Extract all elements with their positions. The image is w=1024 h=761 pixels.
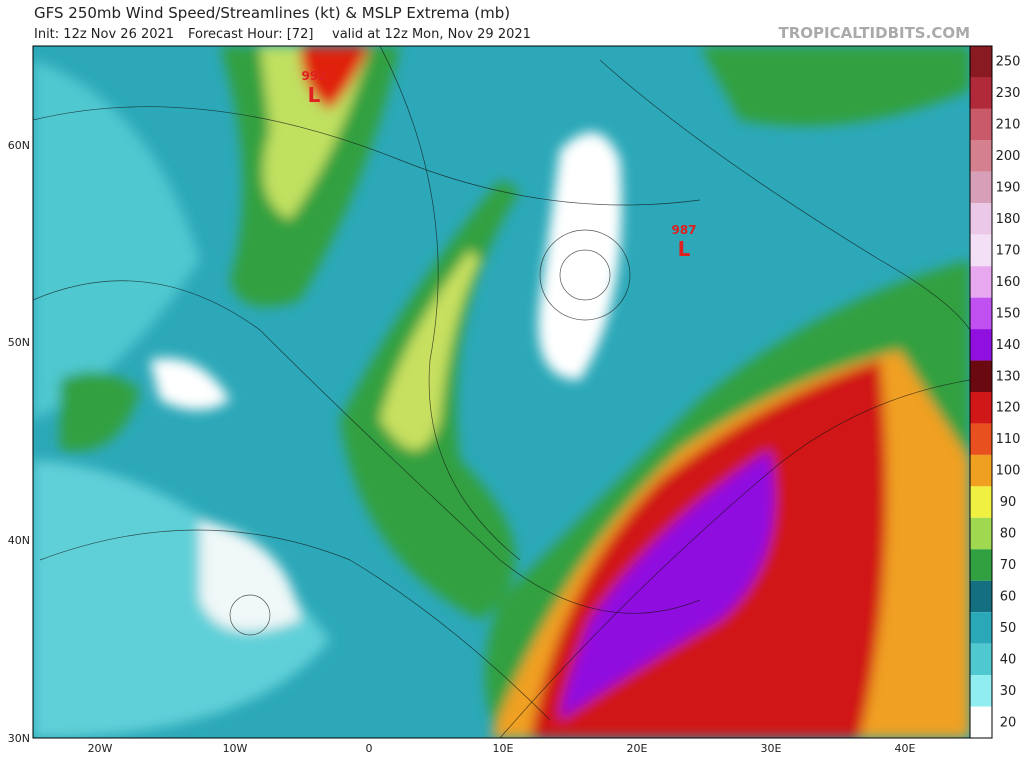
colorbar-label: 110 (996, 432, 1021, 447)
lon-label: 10W (223, 742, 248, 755)
lat-label: 40N (8, 534, 30, 547)
lon-label: 30E (761, 742, 782, 755)
colorbar-label: 100 (996, 464, 1021, 479)
colorbar-label: 120 (996, 401, 1021, 416)
init-time: Init: 12z Nov 26 2021 (34, 27, 174, 42)
colorbar-band (970, 549, 992, 581)
colorbar-band (970, 454, 992, 487)
colorbar-band (970, 517, 992, 550)
colorbar-band (970, 329, 992, 361)
colorbar-label: 170 (996, 243, 1021, 258)
colorbar-band (970, 392, 992, 424)
lon-label: 40E (895, 742, 916, 755)
colorbar-band (970, 46, 992, 78)
colorbar-label: 210 (996, 118, 1021, 133)
forecast-hour: Forecast Hour: [72] (188, 27, 313, 42)
colorbar-band (970, 612, 992, 644)
lon-label: 20W (88, 742, 113, 755)
colorbar-band (970, 203, 992, 235)
colorbar-band (970, 706, 992, 738)
colorbar-band (970, 171, 992, 204)
colorbar-label: 180 (996, 212, 1021, 227)
colorbar-band (970, 266, 992, 298)
colorbar-band (970, 77, 992, 109)
colorbar-label: 140 (996, 338, 1021, 353)
lon-label: 20E (627, 742, 648, 755)
lat-label: 60N (8, 139, 30, 152)
colorbar-band (970, 675, 992, 707)
title: GFS 250mb Wind Speed/Streamlines (kt) & … (34, 4, 510, 22)
colorbar-band (970, 297, 992, 330)
colorbar-band (970, 360, 992, 392)
colorbar-band (970, 423, 992, 455)
colorbar-frame (969, 45, 993, 739)
colorbar-band (970, 580, 992, 613)
lat-label: 50N (8, 336, 30, 349)
colorbar-label: 30 (1000, 684, 1017, 699)
valid-time: valid at 12z Mon, Nov 29 2021 (332, 27, 531, 42)
colorbar-label: 50 (1000, 621, 1017, 636)
colorbar-band (970, 140, 992, 172)
colorbar-band (970, 486, 992, 518)
colorbar-label: 20 (1000, 715, 1017, 730)
colorbar-label: 60 (1000, 589, 1017, 604)
lat-label: 30N (8, 732, 30, 745)
colorbar-label: 80 (1000, 527, 1017, 542)
colorbar-label: 250 (996, 55, 1021, 70)
colorbar-label: 40 (1000, 652, 1017, 667)
colorbar-label: 200 (996, 149, 1021, 164)
colorbar-band (970, 108, 992, 141)
colorbar-label: 90 (1000, 495, 1017, 510)
lon-label: 10E (493, 742, 514, 755)
low-symbol: L (678, 237, 691, 261)
colorbar-label: 150 (996, 306, 1021, 321)
map (33, 46, 970, 738)
colorbar-label: 190 (996, 181, 1021, 196)
colorbar-label: 130 (996, 369, 1021, 384)
source: TROPICALTIDBITS.COM (779, 24, 971, 42)
colorbar-label: 70 (1000, 558, 1017, 573)
colorbar-band (970, 643, 992, 676)
low-pressure: 992 (301, 69, 326, 83)
colorbar-label: 230 (996, 86, 1021, 101)
colorbar-band (970, 234, 992, 267)
lon-label: 0 (366, 742, 373, 755)
colorbar-label: 160 (996, 275, 1021, 290)
low-pressure: 987 (671, 223, 696, 237)
low-symbol: L (308, 83, 321, 107)
